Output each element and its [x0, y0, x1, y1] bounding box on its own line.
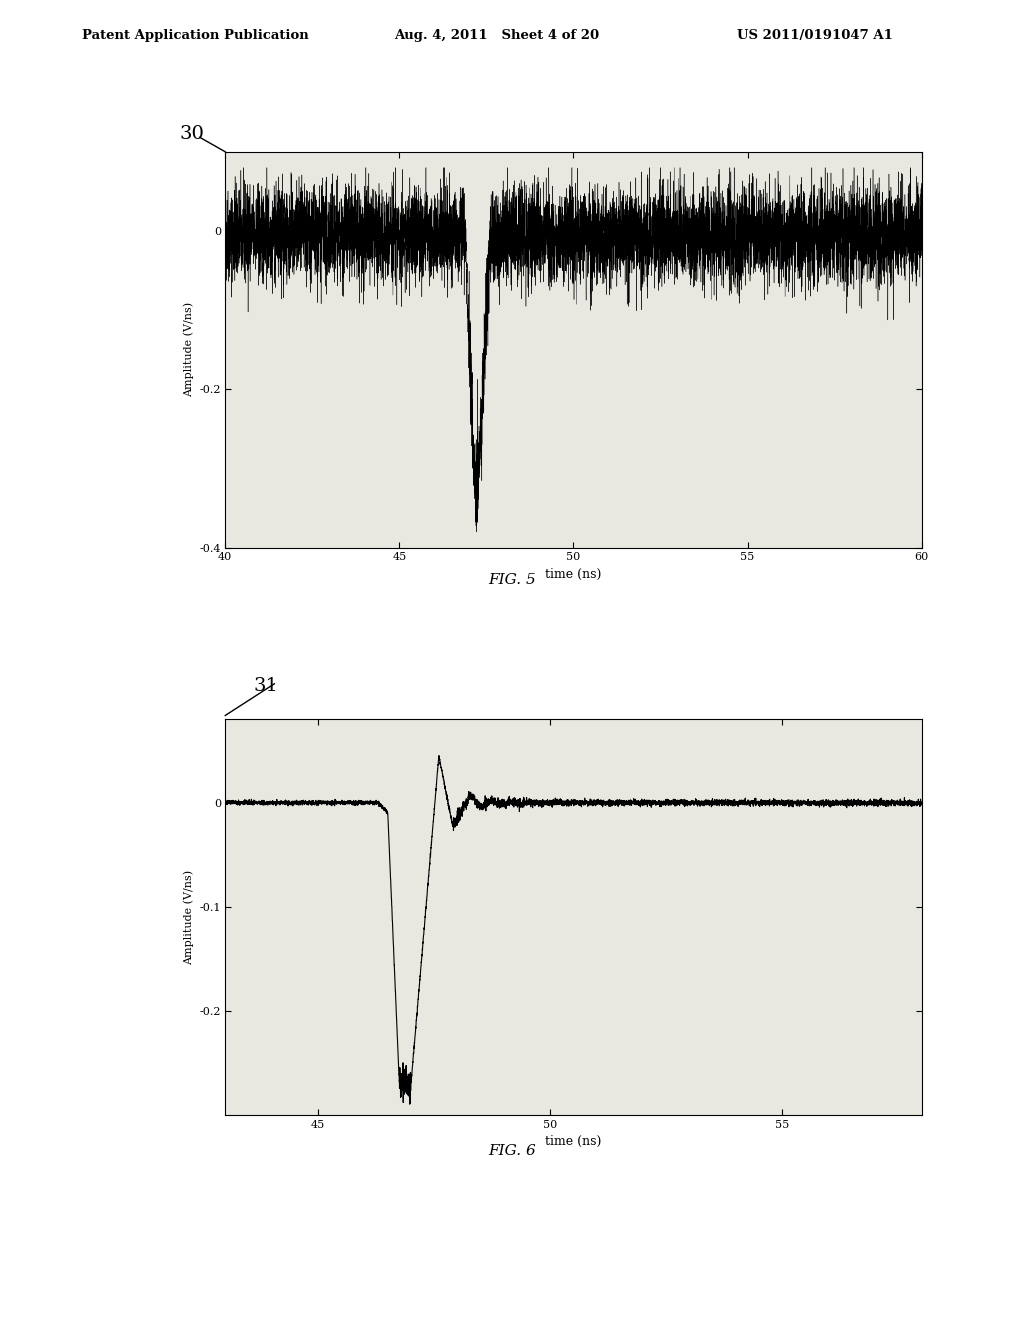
- Text: Patent Application Publication: Patent Application Publication: [82, 29, 308, 42]
- Y-axis label: Amplitude (V/ns): Amplitude (V/ns): [183, 870, 195, 965]
- Text: 30: 30: [179, 125, 204, 144]
- Text: FIG. 5: FIG. 5: [488, 573, 536, 587]
- Text: 31: 31: [254, 677, 279, 696]
- Text: FIG. 6: FIG. 6: [488, 1144, 536, 1159]
- Text: Aug. 4, 2011   Sheet 4 of 20: Aug. 4, 2011 Sheet 4 of 20: [394, 29, 599, 42]
- Text: US 2011/0191047 A1: US 2011/0191047 A1: [737, 29, 893, 42]
- X-axis label: time (ns): time (ns): [545, 568, 602, 581]
- X-axis label: time (ns): time (ns): [545, 1135, 602, 1148]
- Y-axis label: Amplitude (V/ns): Amplitude (V/ns): [183, 302, 195, 397]
